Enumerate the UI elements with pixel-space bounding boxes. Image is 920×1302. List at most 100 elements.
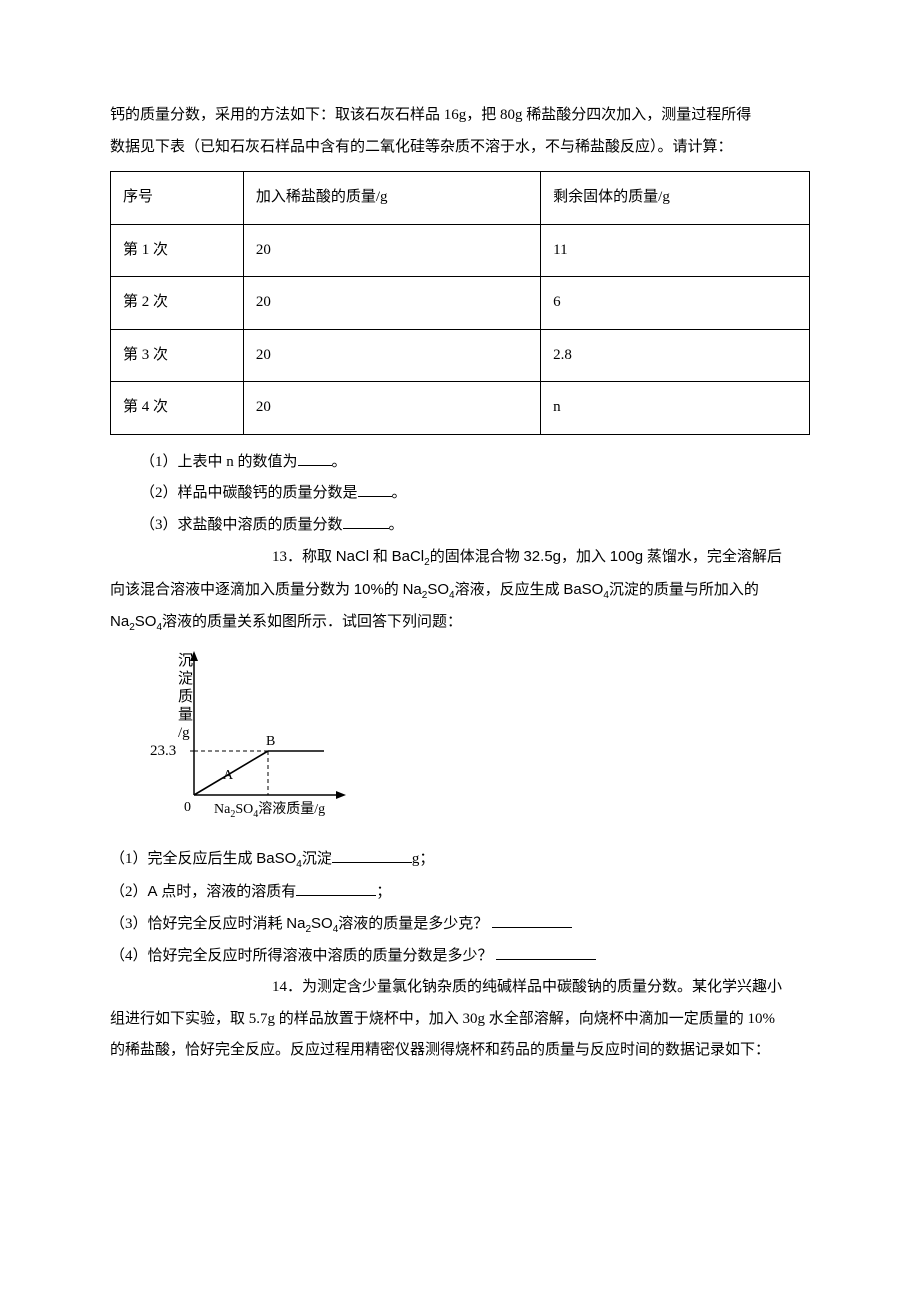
text: 溶液的质量是多少克？ [338,916,488,932]
y-axis-label: 量 [178,707,193,723]
text: 点时，溶液的溶质有 [158,884,297,900]
text: （1）完全反应后生成 [110,851,256,867]
blank [496,945,596,960]
value: 32.5g [523,548,561,565]
q12-part3: （3）求盐酸中溶质的质量分数 。 [110,510,810,542]
table-row: 第 2 次 20 6 [111,277,810,330]
text: ； [376,884,391,900]
table-header: 序号 [111,172,244,225]
y-tick-label: 23.3 [150,743,176,759]
q12-part1: （1）上表中 n 的数值为 。 [110,447,810,479]
q13-part3: （3）恰好完全反应时消耗 Na2SO4溶液的质量是多少克？ [110,908,810,941]
chart-svg: 沉 淀 质 量 /g 23.3 A B 0 [128,645,368,825]
formula-na2so4: Na2SO4 [403,581,455,598]
text: （3）求盐酸中溶质的质量分数 [140,517,343,533]
value: 16g [444,107,467,123]
blank [492,914,572,929]
table-cell: 11 [541,224,810,277]
formula-baso4: BaSO4 [563,581,609,598]
text: 向该混合溶液中逐滴加入质量分数为 [110,582,354,598]
point-a-label: A [223,768,234,783]
table-row: 第 1 次 20 11 [111,224,810,277]
formula-baso4: BaSO4 [256,850,302,867]
y-axis-label: 淀 [178,670,193,687]
q14-lead: 14．为测定含少量氯化钠杂质的纯碱样品中碳酸钠的质量分数。某化学兴趣小 [110,972,810,1004]
q13-part4: （4）恰好完全反应时所得溶液中溶质的质量分数是多少？ [110,941,810,973]
table-cell: 20 [243,329,540,382]
q13-chart: 沉 淀 质 量 /g 23.3 A B 0 [128,645,810,838]
text: 钙的质量分数，采用的方法如下：取该石灰石样品 [110,107,444,123]
q13-lead: 13．称取 NaCl 和 BaCl2的固体混合物 32.5g，加入 100g 蒸… [110,541,810,574]
text: （3）恰好完全反应时消耗 [110,916,286,932]
q12-intro-line1: 钙的质量分数，采用的方法如下：取该石灰石样品 16g，把 80g 稀盐酸分四次加… [110,100,810,132]
text: 13．称取 [272,549,336,565]
x-axis-label: Na2SO4溶液质量/g [214,801,325,820]
table-cell: 第 3 次 [111,329,244,382]
text: 溶液的质量关系如图所示．试回答下列问题： [162,614,462,630]
blank [343,514,389,529]
q12-data-table: 序号 加入稀盐酸的质量/g 剩余固体的质量/g 第 1 次 20 11 第 2 … [110,171,810,435]
table-row: 第 4 次 20 n [111,382,810,435]
text: （4）恰好完全反应时所得溶液中溶质的质量分数是多少？ [110,948,493,964]
text: 。 [389,517,404,533]
text: 组进行如下实验，取 [110,1011,249,1027]
value: 10% [748,1011,776,1027]
q12-part2: （2）样品中碳酸钙的质量分数是 。 [110,478,810,510]
text: 。 [332,454,347,470]
q13-line2: 向该混合溶液中逐滴加入质量分数为 10%的 Na2SO4溶液，反应生成 BaSO… [110,574,810,607]
text: 的固体混合物 [430,549,524,565]
text: 沉淀 [302,851,332,867]
text: 水全部溶解，向烧杯中滴加一定质量的 [485,1011,748,1027]
text: （1）上表中 n 的数值为 [140,454,298,470]
formula-na2so4: Na2SO4 [110,613,162,630]
text: （2）样品中碳酸钙的质量分数是 [140,485,358,501]
text: 稀盐酸分四次加入，测量过程所得 [523,107,752,123]
text: 和 [369,549,392,565]
origin-label: 0 [184,800,191,815]
q14-line2: 组进行如下实验，取 5.7g 的样品放置于烧杯中，加入 30g 水全部溶解，向烧… [110,1004,810,1036]
blank [358,483,392,498]
text: g； [412,851,435,867]
formula-nacl: NaCl [336,548,369,565]
text: （2） [110,884,148,900]
blank [298,451,332,466]
point-b-label: B [266,734,275,749]
text: 。 [392,485,407,501]
table-cell: 20 [243,382,540,435]
table-cell: 第 2 次 [111,277,244,330]
q14-line3: 的稀盐酸，恰好完全反应。反应过程用精密仪器测得烧杯和药品的质量与反应时间的数据记… [110,1035,810,1067]
blank [296,881,376,896]
table-row: 第 3 次 20 2.8 [111,329,810,382]
text: 沉淀的质量与所加入的 [609,582,759,598]
text: ，加入 [561,549,610,565]
text: 的样品放置于烧杯中，加入 [275,1011,463,1027]
table-cell: 2.8 [541,329,810,382]
value: 80g [500,107,523,123]
table-row: 序号 加入稀盐酸的质量/g 剩余固体的质量/g [111,172,810,225]
table-cell: 第 1 次 [111,224,244,277]
table-cell: 20 [243,277,540,330]
q13-line3: Na2SO4溶液的质量关系如图所示．试回答下列问题： [110,606,810,639]
table-header: 剩余固体的质量/g [541,172,810,225]
formula-bacl2: BaCl2 [392,548,430,565]
value: 5.7g [249,1011,275,1027]
text: 蒸馏水，完全溶解后 [643,549,782,565]
table-cell: n [541,382,810,435]
value: 100g [610,548,643,565]
q13-part2: （2）A 点时，溶液的溶质有； [110,876,810,909]
text: ，把 [466,107,500,123]
table-header: 加入稀盐酸的质量/g [243,172,540,225]
value: 30g [463,1011,486,1027]
table-cell: 20 [243,224,540,277]
table-cell: 第 4 次 [111,382,244,435]
y-axis-label: 质 [178,688,193,705]
blank [332,849,412,864]
value: 10% [354,581,384,598]
text: 溶液，反应生成 [455,582,564,598]
formula-na2so4: Na2SO4 [286,915,338,932]
x-axis-arrow-icon [336,791,346,799]
text: 的 [384,582,403,598]
y-axis-unit: /g [178,725,190,741]
q12-intro-line2: 数据见下表（已知石灰石样品中含有的二氧化硅等杂质不溶于水，不与稀盐酸反应）。请计… [110,132,810,164]
table-cell: 6 [541,277,810,330]
